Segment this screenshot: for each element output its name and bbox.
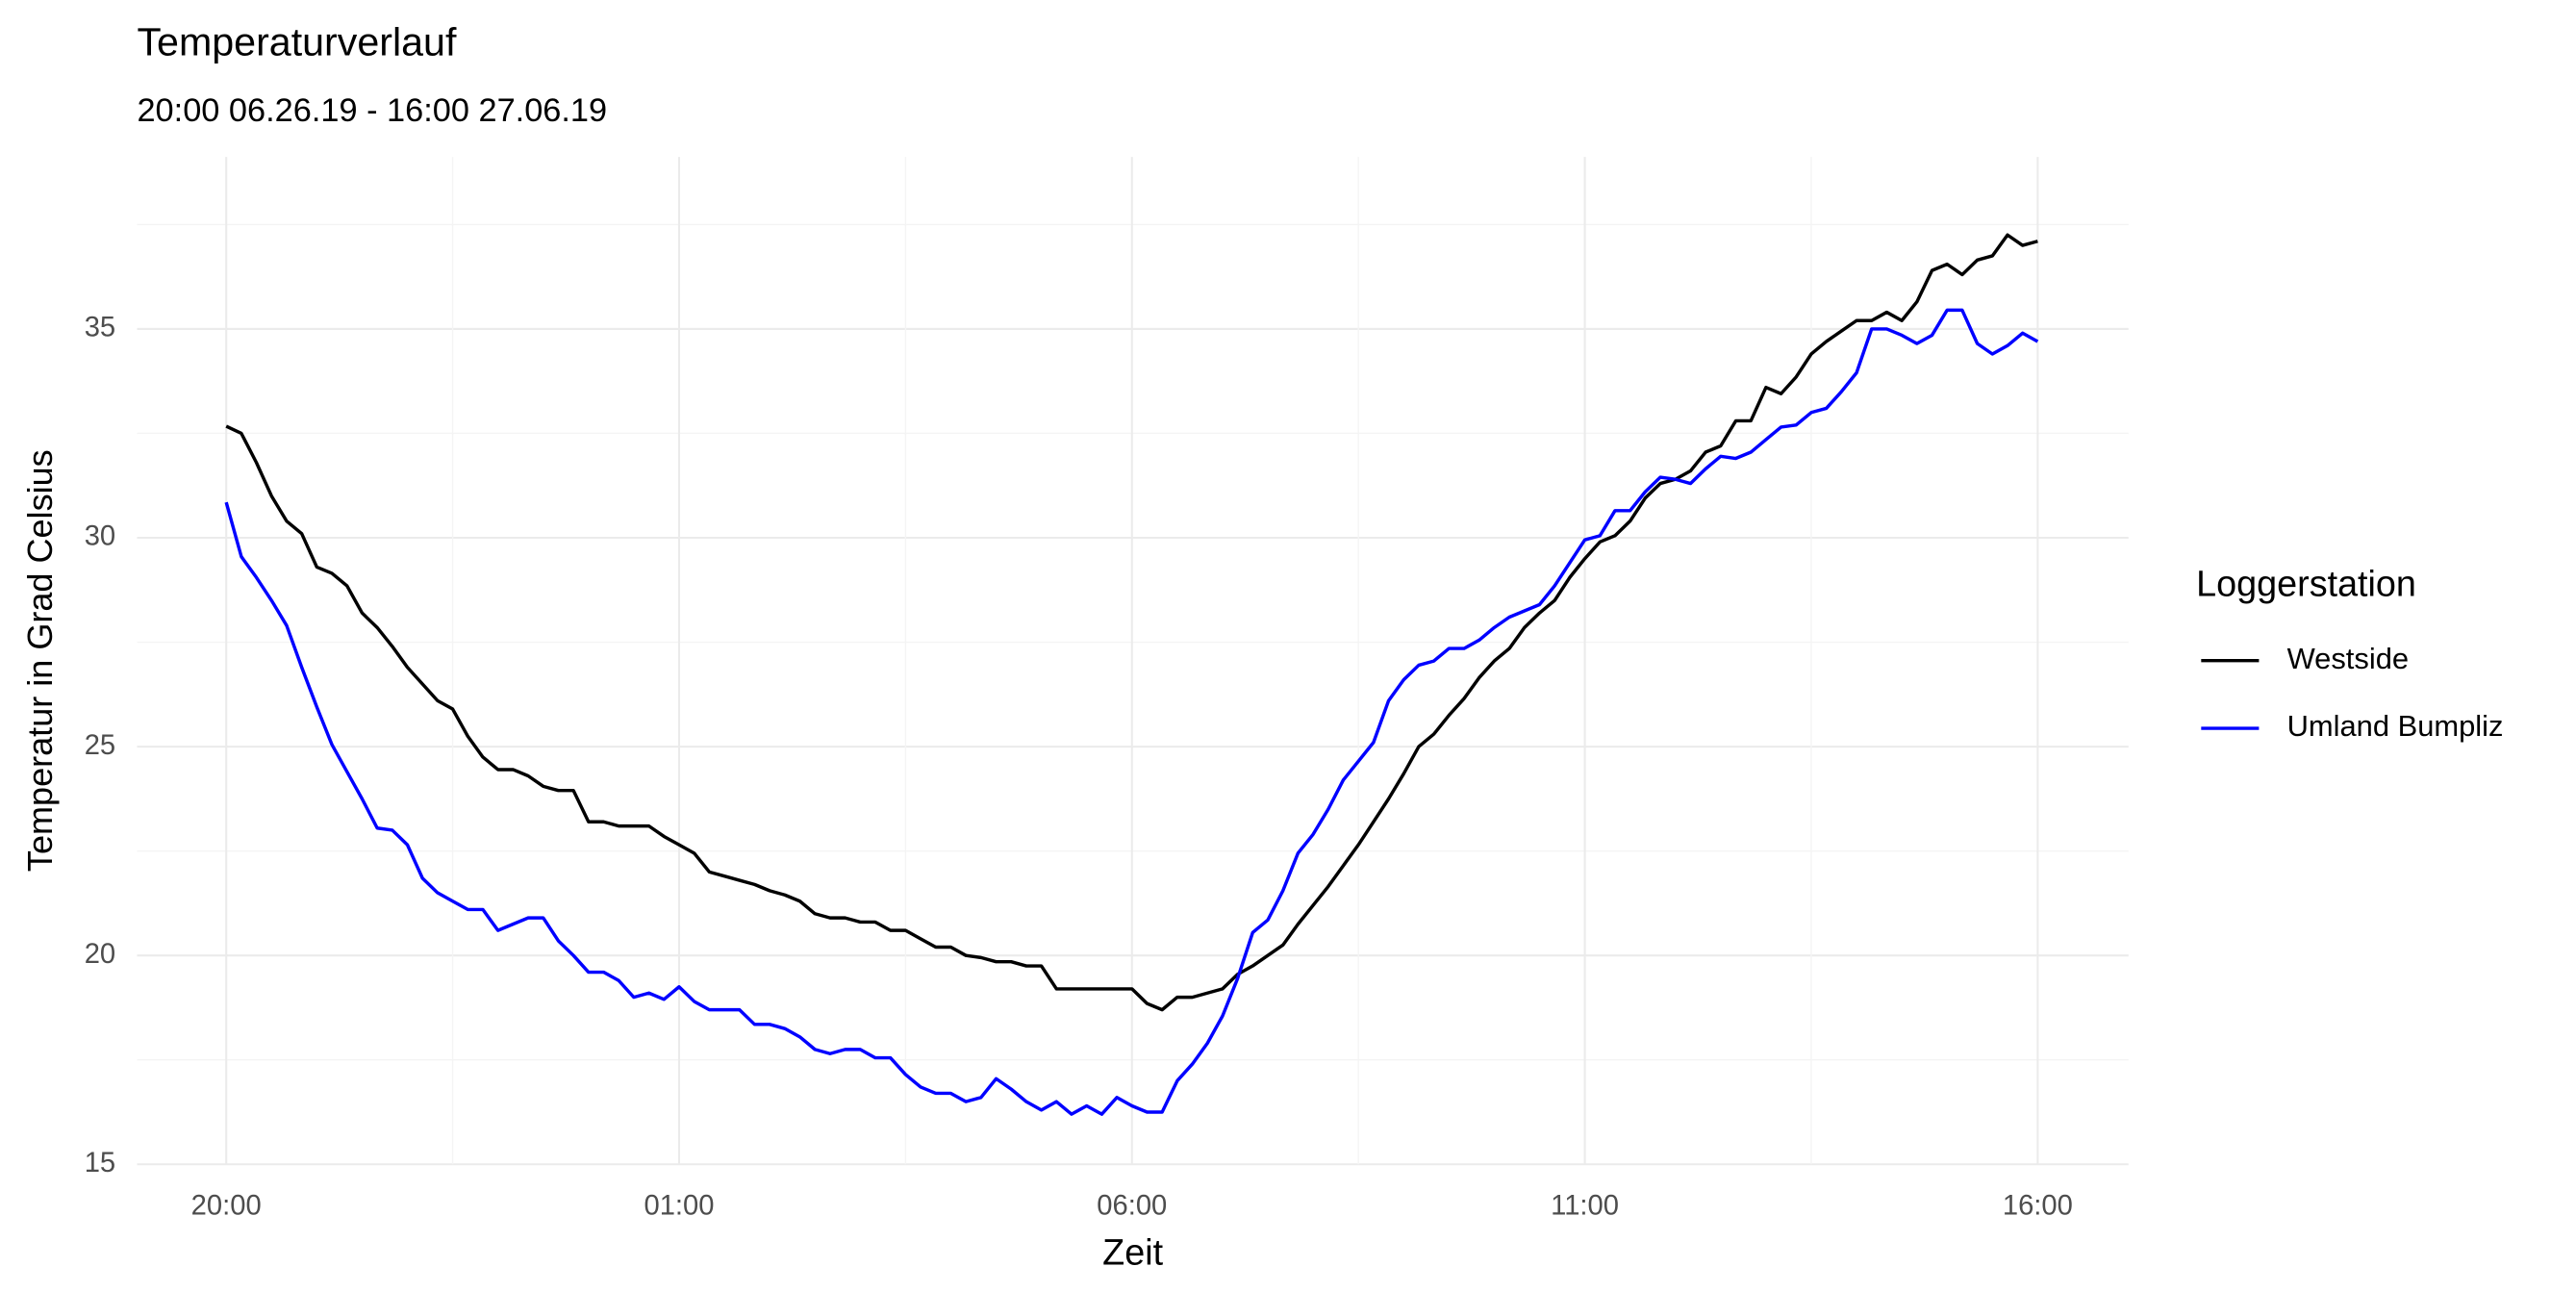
x-tick-label: 20:00: [191, 1191, 262, 1222]
plot: [224, 233, 2039, 1116]
x-tick-label: 16:00: [2003, 1191, 2073, 1222]
grid: [137, 157, 2129, 1166]
chart-subtitle: 20:00 06.26.19 - 16:00 27.06.19: [137, 92, 607, 129]
x-tick-label: 01:00: [644, 1191, 714, 1222]
x-tick-label: 11:00: [1551, 1191, 1619, 1222]
y-axis-title: Temperatur in Grad Celsius: [20, 449, 60, 872]
x-tick-label: 06:00: [1097, 1191, 1167, 1222]
chart-title: Temperaturverlauf: [137, 19, 456, 63]
x-axis-title: Zeit: [1102, 1233, 1163, 1274]
y-tick-label: 35: [85, 313, 115, 343]
y-tick-label: 25: [85, 730, 115, 761]
line-series: [224, 308, 2039, 1116]
legend-label: Westside: [2287, 642, 2409, 675]
line-series: [225, 233, 2038, 1012]
legend-label: Umland Bumpliz: [2287, 709, 2504, 743]
y-tick-label: 30: [85, 521, 115, 552]
y-tick-label: 15: [85, 1148, 115, 1178]
y-tick-label: 20: [85, 939, 115, 970]
legend-title: Loggerstation: [2196, 564, 2416, 604]
